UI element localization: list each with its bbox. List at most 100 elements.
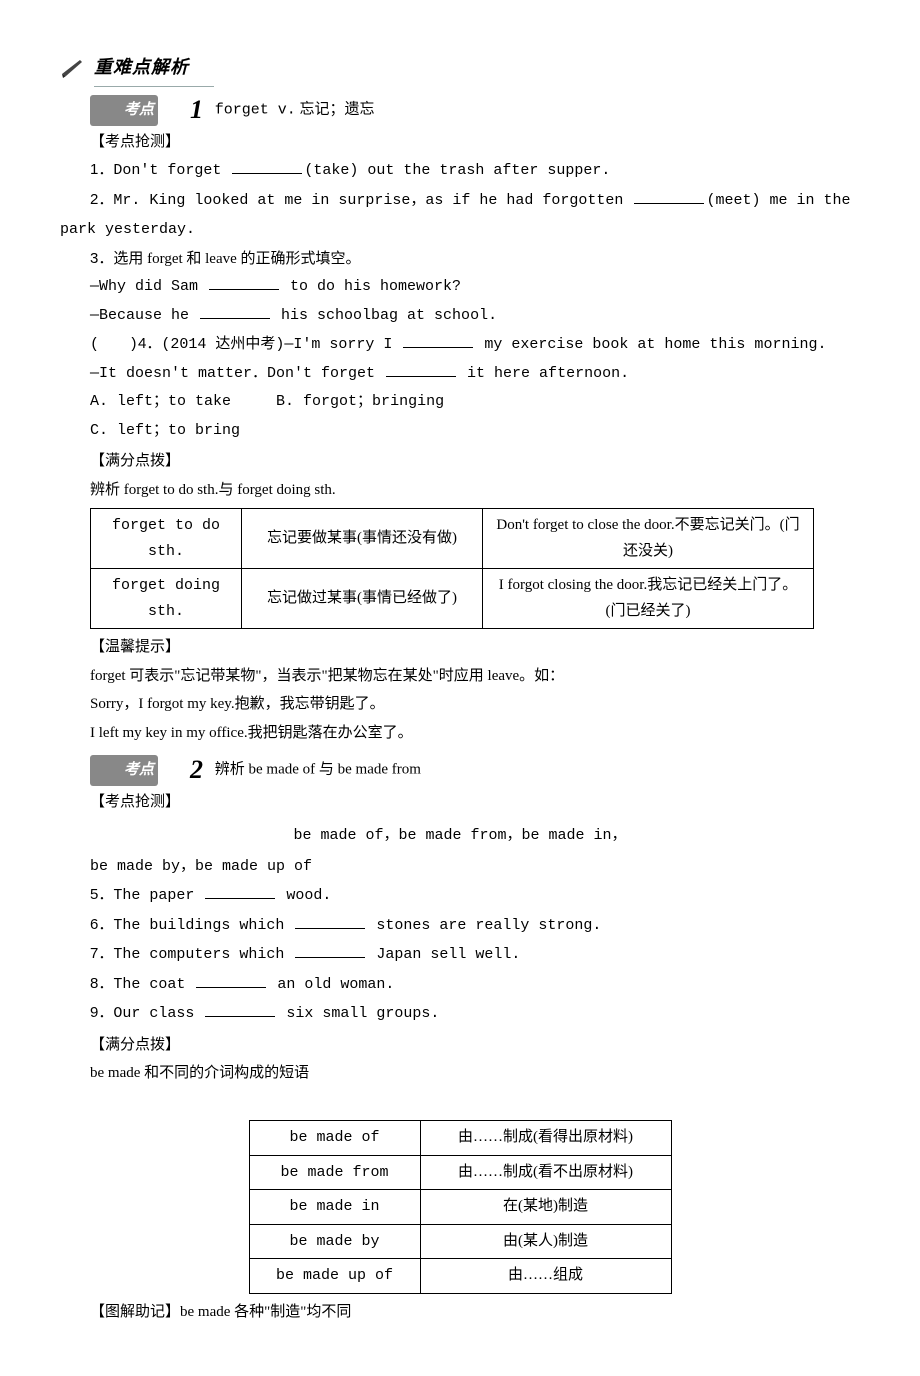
section-wenxin: 【温馨提示】: [60, 633, 860, 662]
q3-l2b: his schoolbag at school.: [272, 307, 497, 324]
t2-r2c2: 由……制成(看不出原材料): [420, 1155, 671, 1190]
q1-b: (take) out the trash after supper.: [304, 162, 610, 179]
q5-b: wood.: [277, 887, 331, 904]
t2-r1c2: 由……制成(看得出原材料): [420, 1121, 671, 1156]
t1-r1c2: 忘记要做某事(事情还没有做): [242, 509, 483, 569]
q7-a: ．The computers which: [98, 946, 293, 963]
q7-blank[interactable]: [295, 942, 365, 958]
kaodian-1-title-cn: 忘记；遗忘: [296, 102, 375, 118]
q8-blank[interactable]: [196, 972, 266, 988]
table-row: be made by由(某人)制造: [249, 1224, 671, 1259]
section-kaodian-1: 【考点抢测】: [60, 128, 860, 157]
q3-l2a: —Because he: [90, 307, 198, 324]
q4-options-ab: A. left；to take B. forgot；bringing: [60, 388, 860, 417]
q2: 2．Mr. King looked at me in surprise，as i…: [60, 186, 860, 245]
q4-l2a: —It doesn't matter．Don't forget: [90, 365, 384, 382]
q8-b: an old woman.: [268, 976, 394, 993]
q4-optB: B. forgot；bringing: [276, 393, 444, 410]
kaodian-box: 考点: [90, 95, 158, 126]
q3-text: ．选用 forget 和 leave 的正确形式填空。: [98, 251, 360, 267]
q5-a: ．The paper: [98, 887, 203, 904]
q8: 8．The coat an old woman.: [60, 970, 860, 1000]
t1-r2c3: I forgot closing the door.我忘记已经关上门了。(门已经…: [483, 569, 814, 629]
manfen1-intro: 辨析 forget to do sth.与 forget doing sth.: [60, 476, 860, 505]
q4-l2b: it here afternoon.: [458, 365, 629, 382]
q4-b: my exercise book at home this morning.: [475, 336, 826, 353]
t2-r5c2: 由……组成: [420, 1259, 671, 1294]
header-title: 重难点解析: [94, 50, 189, 84]
q4: ( )4．(2014 达州中考)—I'm sorry I my exercise…: [60, 330, 860, 360]
manfen2-intro: be made 和不同的介词构成的短语: [60, 1059, 860, 1088]
phrase-line2: be made by，be made up of: [60, 853, 860, 882]
table-row: be made in在(某地)制造: [249, 1190, 671, 1225]
bemade-table: be made of由……制成(看得出原材料) be made from由……制…: [249, 1120, 672, 1294]
forget-table: forget to do sth. 忘记要做某事(事情还没有做) Don't f…: [90, 508, 814, 629]
q3-blank1[interactable]: [209, 274, 279, 290]
wenxin-l3: I left my key in my office.我把钥匙落在办公室了。: [60, 719, 860, 748]
section-manfen-2: 【满分点拨】: [60, 1031, 860, 1060]
q4-optC: C. left；to bring: [60, 417, 860, 446]
q6-a: ．The buildings which: [98, 917, 293, 934]
q9: 9．Our class six small groups.: [60, 999, 860, 1029]
q2-blank[interactable]: [634, 188, 704, 204]
t2-r2c1: be made from: [249, 1155, 420, 1190]
section-kaodian-2: 【考点抢测】: [60, 788, 860, 817]
q6: 6．The buildings which stones are really …: [60, 911, 860, 941]
q5-blank[interactable]: [205, 883, 275, 899]
q4-a: ．(2014 达州中考)—I'm sorry I: [146, 336, 401, 353]
q1-a: ．Don't forget: [98, 162, 230, 179]
table-row: forget to do sth. 忘记要做某事(事情还没有做) Don't f…: [91, 509, 814, 569]
q3-line1: —Why did Sam to do his homework?: [60, 273, 860, 302]
q4-line2: —It doesn't matter．Don't forget it here …: [60, 360, 860, 389]
section-manfen-1: 【满分点拨】: [60, 447, 860, 476]
kaodian-2-title: 辨析 be made of 与 be made from: [215, 762, 421, 778]
t1-r1c1: forget to do sth.: [91, 509, 242, 569]
q5: 5．The paper wood.: [60, 881, 860, 911]
q1: 1．Don't forget (take) out the trash afte…: [60, 156, 860, 186]
q3-l1b: to do his homework?: [281, 278, 461, 295]
q4-blank1[interactable]: [403, 332, 473, 348]
q3-line2: —Because he his schoolbag at school.: [60, 302, 860, 331]
q7-b: Japan sell well.: [367, 946, 520, 963]
q3: 3．选用 forget 和 leave 的正确形式填空。: [60, 245, 860, 274]
wenxin-l2: Sorry，I forgot my key.抱歉，我忘带钥匙了。: [60, 690, 860, 719]
table-row: be made from由……制成(看不出原材料): [249, 1155, 671, 1190]
table-row: forget doing sth. 忘记做过某事(事情已经做了) I forgo…: [91, 569, 814, 629]
t2-r5c1: be made up of: [249, 1259, 420, 1294]
q9-a: ．Our class: [98, 1005, 203, 1022]
section-tujie: 【图解助记】be made 各种"制造"均不同: [60, 1298, 860, 1327]
q4-prefix: ( ): [90, 336, 138, 353]
t2-r1c1: be made of: [249, 1121, 420, 1156]
kaodian-num: 2: [160, 757, 203, 783]
kaodian-num: 1: [160, 97, 203, 123]
phrase-line1: be made of，be made from，be made in，: [60, 822, 860, 851]
header-underline: [94, 86, 214, 87]
q9-b: six small groups.: [277, 1005, 439, 1022]
q1-blank[interactable]: [232, 158, 302, 174]
table-row: be made of由……制成(看得出原材料): [249, 1121, 671, 1156]
kaodian-label: 考点 2: [90, 755, 203, 786]
t1-r2c1: forget doing sth.: [91, 569, 242, 629]
t2-r3c2: 在(某地)制造: [420, 1190, 671, 1225]
q4-optA: A. left；to take: [90, 393, 231, 410]
wenxin-l1: forget 可表示"忘记带某物"，当表示"把某物忘在某处"时应用 leave。…: [60, 662, 860, 691]
q6-b: stones are really strong.: [367, 917, 601, 934]
section-header: 重难点解析: [60, 50, 860, 84]
q8-a: ．The coat: [98, 976, 194, 993]
q9-blank[interactable]: [205, 1001, 275, 1017]
kaodian-label: 考点 1: [90, 95, 203, 126]
kaodian-2-heading: 考点 2 辨析 be made of 与 be made from: [60, 755, 860, 786]
kaodian-1-heading: 考点 1 forget v. 忘记；遗忘: [60, 95, 860, 126]
kaodian-1-title-en: forget v.: [215, 102, 296, 119]
q3-blank2[interactable]: [200, 303, 270, 319]
table-row: be made up of由……组成: [249, 1259, 671, 1294]
q7: 7．The computers which Japan sell well.: [60, 940, 860, 970]
kaodian-box: 考点: [90, 755, 158, 786]
t1-r1c3: Don't forget to close the door.不要忘记关门。(门…: [483, 509, 814, 569]
q6-blank[interactable]: [295, 913, 365, 929]
t2-r4c2: 由(某人)制造: [420, 1224, 671, 1259]
q2-a: ．Mr. King looked at me in surprise，as if…: [98, 192, 632, 209]
brush-icon: [60, 56, 88, 78]
t2-r4c1: be made by: [249, 1224, 420, 1259]
q4-blank2[interactable]: [386, 361, 456, 377]
